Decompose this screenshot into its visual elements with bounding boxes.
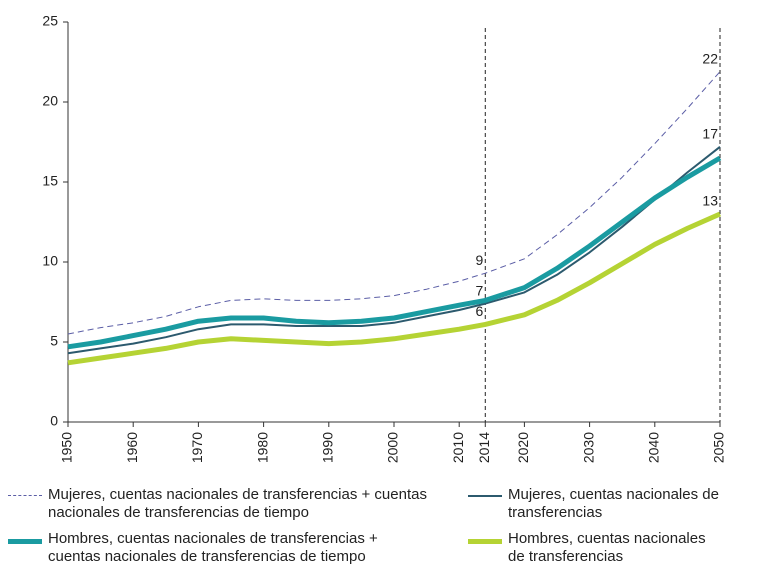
y-tick-label: 10 xyxy=(42,253,58,269)
y-tick-label: 5 xyxy=(50,333,58,349)
x-tick-label: 1990 xyxy=(320,432,336,463)
chart: 0 5 10 15 20 25 1950 1960 1970 1980 1990 2000 2010 20… xyxy=(42,13,727,463)
legend: Mujeres, cuentas nacionales de transfere… xyxy=(0,482,758,568)
series-line xyxy=(67,211,722,366)
x-tick-label: 1970 xyxy=(189,432,205,463)
legend-entry: Hombres, cuentas nacionales de transfere… xyxy=(8,530,428,566)
legend-swatch xyxy=(8,495,42,496)
x-tick-label: 1980 xyxy=(254,432,270,463)
x-tick-label: 2000 xyxy=(385,432,401,463)
x-tick-label: 2050 xyxy=(711,432,727,463)
x-tick-label: 2010 xyxy=(450,432,466,463)
legend-entry: Mujeres, cuentas nacionales de transfere… xyxy=(8,486,428,522)
y-tick-label: 25 xyxy=(42,13,58,29)
data-label: 13 xyxy=(702,193,718,209)
x-tick-label: 2040 xyxy=(646,432,662,463)
y-tick-label: 15 xyxy=(42,173,58,189)
data-label: 17 xyxy=(702,126,718,142)
legend-entry: Hombres, cuentas nacionales de transfere… xyxy=(468,530,723,566)
x-tick-label: 2020 xyxy=(515,432,531,463)
legend-entry: Mujeres, cuentas nacionales de transfere… xyxy=(468,486,723,522)
series-line xyxy=(67,155,722,350)
x-tick-label: 1960 xyxy=(124,432,140,463)
y-tick-label: 0 xyxy=(50,413,58,429)
data-label: 6 xyxy=(475,303,483,319)
x-tick-label: 1950 xyxy=(59,432,75,463)
series-line xyxy=(67,71,721,335)
legend-swatch xyxy=(8,539,42,544)
x-tick-label: 2030 xyxy=(580,432,596,463)
x-tick-label: 2014 xyxy=(476,432,492,463)
legend-label: Mujeres, cuentas nacionales de transfere… xyxy=(508,486,719,521)
data-label: 9 xyxy=(475,252,483,268)
data-label: 22 xyxy=(702,50,718,66)
series-line xyxy=(67,146,721,355)
y-tick-label: 20 xyxy=(42,93,58,109)
legend-swatch xyxy=(468,539,502,544)
legend-swatch xyxy=(468,495,502,497)
legend-label: Mujeres, cuentas nacionales de transfere… xyxy=(48,486,427,521)
data-label: 7 xyxy=(475,282,483,298)
legend-label: Hombres, cuentas nacionales de transfere… xyxy=(508,530,706,565)
legend-label: Hombres, cuentas nacionales de transfere… xyxy=(48,530,378,565)
